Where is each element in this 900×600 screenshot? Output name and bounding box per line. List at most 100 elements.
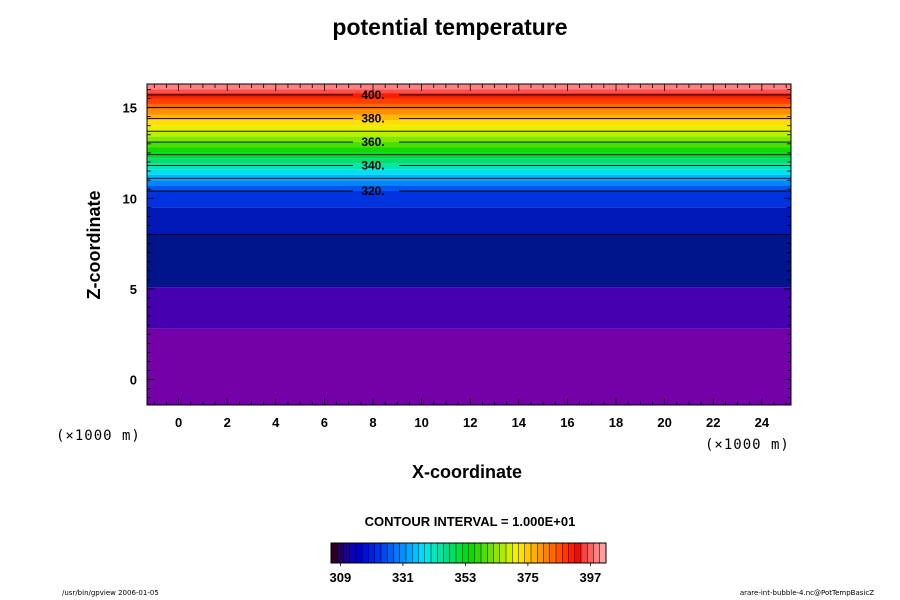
colorbar-swatch-30 — [518, 543, 526, 563]
colorbar-swatch-17 — [437, 543, 444, 563]
color-band-10 — [147, 158, 791, 164]
y-tick-label: 0 — [130, 373, 137, 388]
color-band-23 — [147, 89, 791, 94]
colorbar-label-1: 331 — [392, 570, 414, 585]
colorbar-swatch-21 — [462, 543, 469, 563]
color-band-24 — [147, 84, 791, 90]
y-tick-label: 15 — [123, 101, 137, 116]
color-band-4 — [147, 191, 791, 208]
colorbar-swatch-14 — [418, 543, 426, 563]
x-tick-label: 2 — [224, 415, 231, 430]
contour-label-5: 360. — [361, 135, 384, 149]
colorbar-frame — [330, 542, 607, 564]
x-tick-label: 12 — [463, 415, 477, 430]
colorbar-swatch-38 — [568, 543, 576, 563]
x-tick-label: 6 — [321, 415, 328, 430]
colorbar-swatch-15 — [424, 543, 432, 563]
colorbar-swatch-34 — [543, 543, 551, 563]
x-tick-label: 22 — [706, 415, 720, 430]
colorbar-swatch-0 — [331, 543, 338, 563]
y-axis-title: Z-coordinate — [84, 190, 104, 299]
colorbar-swatch-4 — [356, 543, 363, 563]
x-tick-label: 10 — [414, 415, 428, 430]
colorbar-swatch-33 — [537, 543, 544, 563]
contour-label-1: 320. — [361, 184, 384, 198]
colorbar-swatch-8 — [381, 543, 388, 563]
colorbar-label-4: 397 — [580, 570, 602, 585]
color-band-6 — [147, 180, 791, 186]
colorbar-swatch-2 — [343, 543, 351, 563]
color-band-0 — [147, 328, 791, 405]
x-tick-label: 18 — [609, 415, 623, 430]
y-tick-label: 10 — [123, 191, 137, 206]
x-axis-title: X-coordinate — [412, 462, 522, 482]
colorbar-label-2: 353 — [455, 570, 477, 585]
colorbar-swatch-41 — [587, 543, 594, 563]
colorbar-swatch-31 — [524, 543, 532, 563]
colorbar-label-0: 309 — [330, 570, 352, 585]
colorbar-swatch-3 — [349, 543, 357, 563]
contour-interval-label: CONTOUR INTERVAL = 1.000E+01 — [365, 514, 576, 529]
color-band-18 — [147, 114, 791, 121]
color-band-14 — [147, 136, 791, 143]
color-band-3 — [147, 207, 791, 235]
colorbar-swatch-7 — [374, 543, 382, 563]
colorbar-swatch-18 — [443, 543, 451, 563]
colorbar-swatch-35 — [549, 543, 557, 563]
color-band-16 — [147, 125, 791, 132]
colorbar-swatch-27 — [499, 543, 507, 563]
colorbar-swatch-43 — [599, 543, 607, 563]
colorbar-swatch-10 — [393, 543, 401, 563]
x-tick-label: 14 — [512, 415, 527, 430]
color-band-1 — [147, 287, 791, 329]
colorbar-swatch-23 — [474, 543, 482, 563]
x-tick-label: 4 — [272, 415, 280, 430]
colorbar-swatch-36 — [556, 543, 563, 563]
color-bands — [147, 84, 791, 405]
colorbar: CONTOUR INTERVAL = 1.000E+01 309 331 353 375… — [330, 514, 607, 585]
color-band-7 — [147, 174, 791, 181]
footer-right: arare-int-bubble-4.nc@PotTempBasicZ — [739, 589, 874, 597]
colorbar-swatch-16 — [431, 543, 438, 563]
x-tick-label: 16 — [560, 415, 574, 430]
color-band-2 — [147, 234, 791, 288]
color-band-20 — [147, 103, 791, 110]
x-tick-label: 0 — [175, 415, 182, 430]
x-tick-label: 8 — [369, 415, 376, 430]
colorbar-swatch-37 — [562, 543, 569, 563]
color-band-15 — [147, 131, 791, 137]
color-band-13 — [147, 142, 791, 148]
colorbar-swatch-6 — [368, 543, 376, 563]
colorbar-swatch-11 — [399, 543, 407, 563]
color-band-5 — [147, 185, 791, 191]
color-band-8 — [147, 169, 791, 175]
colorbar-swatch-32 — [531, 543, 538, 563]
axis-ticks — [147, 84, 791, 405]
colorbar-swatch-39 — [574, 543, 582, 563]
footer-left: /usr/bin/gpview 2006-01-05 — [62, 589, 159, 597]
x-tick-label: 24 — [755, 415, 770, 430]
x-unit-label: (×1000 m) — [705, 437, 790, 453]
color-band-11 — [147, 152, 791, 159]
colorbar-swatch-12 — [406, 543, 413, 563]
z-unit-label: (×1000 m) — [56, 428, 141, 444]
colorbar-swatch-29 — [512, 543, 519, 563]
color-band-12 — [147, 147, 791, 153]
contour-lines: 320. 340. 360. 380. 400. — [147, 88, 791, 235]
colorbar-swatch-26 — [493, 543, 501, 563]
colorbar-swatch-22 — [468, 543, 476, 563]
axis-labels: 0 2 4 6 8 10 12 14 16 18 20 22 24051015X-coordinateZ… — [56, 101, 790, 482]
x-tick-label: 20 — [657, 415, 671, 430]
contour-label-3: 340. — [361, 159, 384, 173]
colorbar-swatch-20 — [456, 543, 463, 563]
colorbar-swatch-9 — [387, 543, 394, 563]
colorbar-swatch-13 — [412, 543, 419, 563]
color-band-22 — [147, 93, 791, 99]
colorbar-swatch-25 — [487, 543, 494, 563]
contour-label-9: 400. — [361, 88, 384, 102]
y-tick-label: 5 — [130, 282, 137, 297]
color-band-9 — [147, 163, 791, 170]
colorbar-swatch-40 — [581, 543, 588, 563]
color-band-21 — [147, 98, 791, 104]
